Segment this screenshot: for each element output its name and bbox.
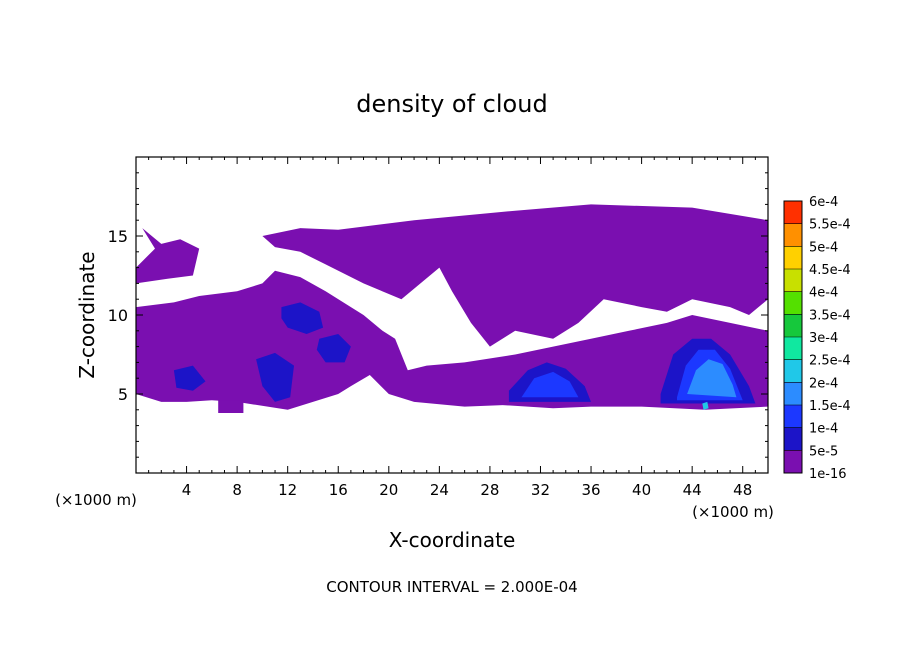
- y-axis-label: Z-coordinate: [75, 251, 99, 378]
- colorbar-swatch: [784, 359, 802, 383]
- colorbar-swatch: [784, 405, 802, 428]
- contour-region-1: [262, 204, 768, 347]
- contour-region-11: [521, 371, 579, 398]
- x-tick-label: 12: [278, 481, 297, 499]
- x-tick-label: 36: [581, 481, 600, 499]
- colorbar: 1e-16 5e-5 1e-4 1.5e-4 2e-4 2.5e-4 3e-4 3.5e-4 4…: [783, 195, 851, 482]
- x-tick-label: 8: [232, 481, 242, 499]
- x-tick-label: 40: [632, 481, 651, 499]
- contour-region-3: [218, 400, 244, 413]
- y-axis-ticks: 5 10 15: [108, 172, 768, 458]
- y-tick-label: 10: [108, 306, 128, 325]
- x-tick-label: 48: [733, 481, 752, 499]
- contour-region-4: [281, 302, 324, 334]
- contour-region-0: [136, 228, 200, 284]
- contour-region-6: [256, 352, 294, 402]
- colorbar-swatch: [784, 246, 802, 269]
- colorbar-label: 3e-4: [809, 331, 838, 346]
- y-tick-label: 5: [118, 385, 128, 404]
- x-tick-label: 4: [182, 481, 192, 499]
- colorbar-swatch: [784, 201, 802, 224]
- x-axis-unit-right: (×1000 m): [692, 503, 774, 521]
- colorbar-label: 5e-4: [809, 240, 838, 255]
- x-tick-label: 44: [683, 481, 702, 499]
- colorbar-swatch: [784, 382, 802, 405]
- contour-region-13: [702, 401, 709, 410]
- colorbar-swatch: [784, 314, 802, 337]
- colorbar-label: 5e-5: [809, 444, 838, 459]
- colorbar-label: 4e-4: [809, 286, 838, 301]
- colorbar-label: 2e-4: [809, 376, 838, 391]
- contour-region-7: [173, 365, 206, 391]
- x-tick-label: 32: [531, 481, 550, 499]
- colorbar-swatch: [784, 269, 802, 292]
- x-tick-label: 28: [480, 481, 499, 499]
- colorbar-label: 4.5e-4: [809, 263, 851, 278]
- x-axis-label: X-coordinate: [389, 528, 516, 552]
- x-tick-label: 24: [430, 481, 449, 499]
- colorbar-label: 5.5e-4: [809, 218, 851, 233]
- colorbar-label: 1e-16: [809, 467, 847, 482]
- colorbar-label: 1e-4: [809, 422, 838, 437]
- y-tick-label: 15: [108, 227, 128, 246]
- chart-title: density of cloud: [356, 90, 547, 118]
- colorbar-label: 1.5e-4: [809, 399, 851, 414]
- colorbar-swatch: [784, 337, 802, 360]
- x-axis-unit-left: (×1000 m): [55, 491, 137, 509]
- colorbar-swatch: [784, 223, 802, 247]
- colorbar-swatch: [784, 291, 802, 315]
- contour-region-12: [687, 359, 737, 398]
- x-tick-label: 20: [379, 481, 398, 499]
- x-axis-ticks: 4 8 12 16 20 24 28 32 36 40 44 48: [148, 157, 756, 499]
- colorbar-swatch: [784, 450, 802, 473]
- contour-regions: [136, 204, 768, 413]
- colorbar-label: 2.5e-4: [809, 354, 851, 369]
- contour-region-5: [316, 334, 351, 363]
- colorbar-swatch: [784, 427, 802, 451]
- contour-interval-note: CONTOUR INTERVAL = 2.000E-04: [326, 578, 577, 596]
- x-tick-label: 16: [329, 481, 348, 499]
- colorbar-label: 6e-4: [809, 195, 838, 210]
- colorbar-label: 3.5e-4: [809, 308, 851, 323]
